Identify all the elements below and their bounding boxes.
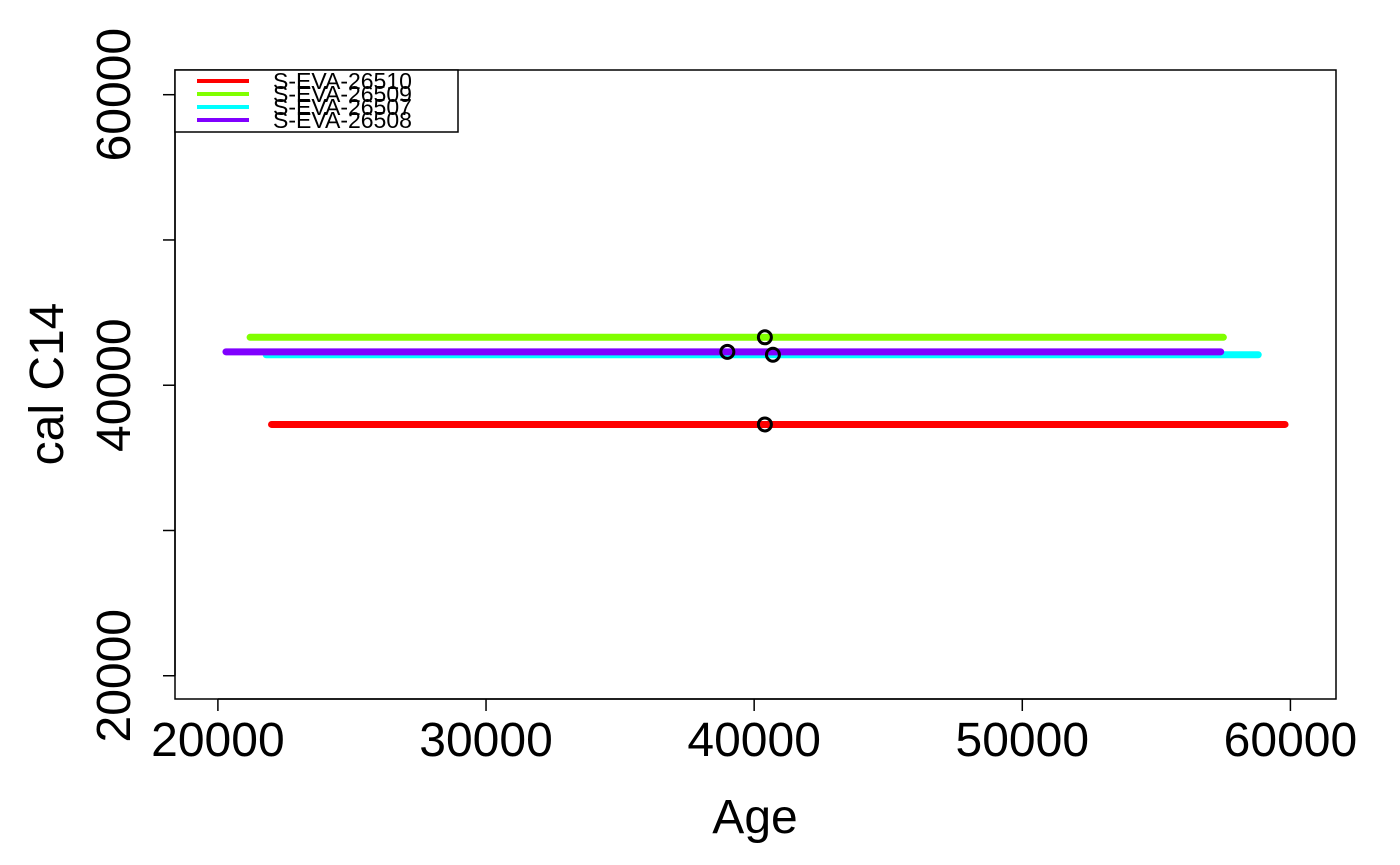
x-tick-label: 30000 — [419, 714, 552, 767]
points-layer — [719, 329, 781, 433]
x-axis: 20000 30000 40000 50000 60000 — [151, 698, 1357, 767]
data-point — [764, 346, 781, 363]
x-tick-label: 40000 — [687, 714, 820, 767]
y-tick-label: 40000 — [88, 318, 141, 451]
data-point — [756, 329, 773, 346]
data-point — [756, 416, 773, 433]
y-tick-label: 20000 — [88, 609, 141, 742]
data-point — [719, 343, 736, 360]
legend-label: S-EVA-26508 — [273, 107, 412, 133]
plot-frame — [174, 69, 1337, 700]
legend-label: S-EVA-26507 — [273, 94, 412, 120]
x-tick-label: 60000 — [1224, 714, 1357, 767]
legend: S-EVA-26510S-EVA-26509S-EVA-26507S-EVA-2… — [174, 68, 459, 133]
x-axis-title: Age — [712, 791, 797, 844]
y-axis: 20000 40000 60000 — [88, 28, 176, 742]
x-tick-label: 20000 — [151, 714, 284, 767]
legend-label: S-EVA-26509 — [273, 81, 412, 107]
y-tick-label: 60000 — [88, 28, 141, 161]
series-layer — [222, 333, 1289, 428]
y-axis-title: cal C14 — [21, 303, 74, 466]
legend-label: S-EVA-26510 — [273, 68, 412, 94]
x-tick-label: 50000 — [956, 714, 1089, 767]
